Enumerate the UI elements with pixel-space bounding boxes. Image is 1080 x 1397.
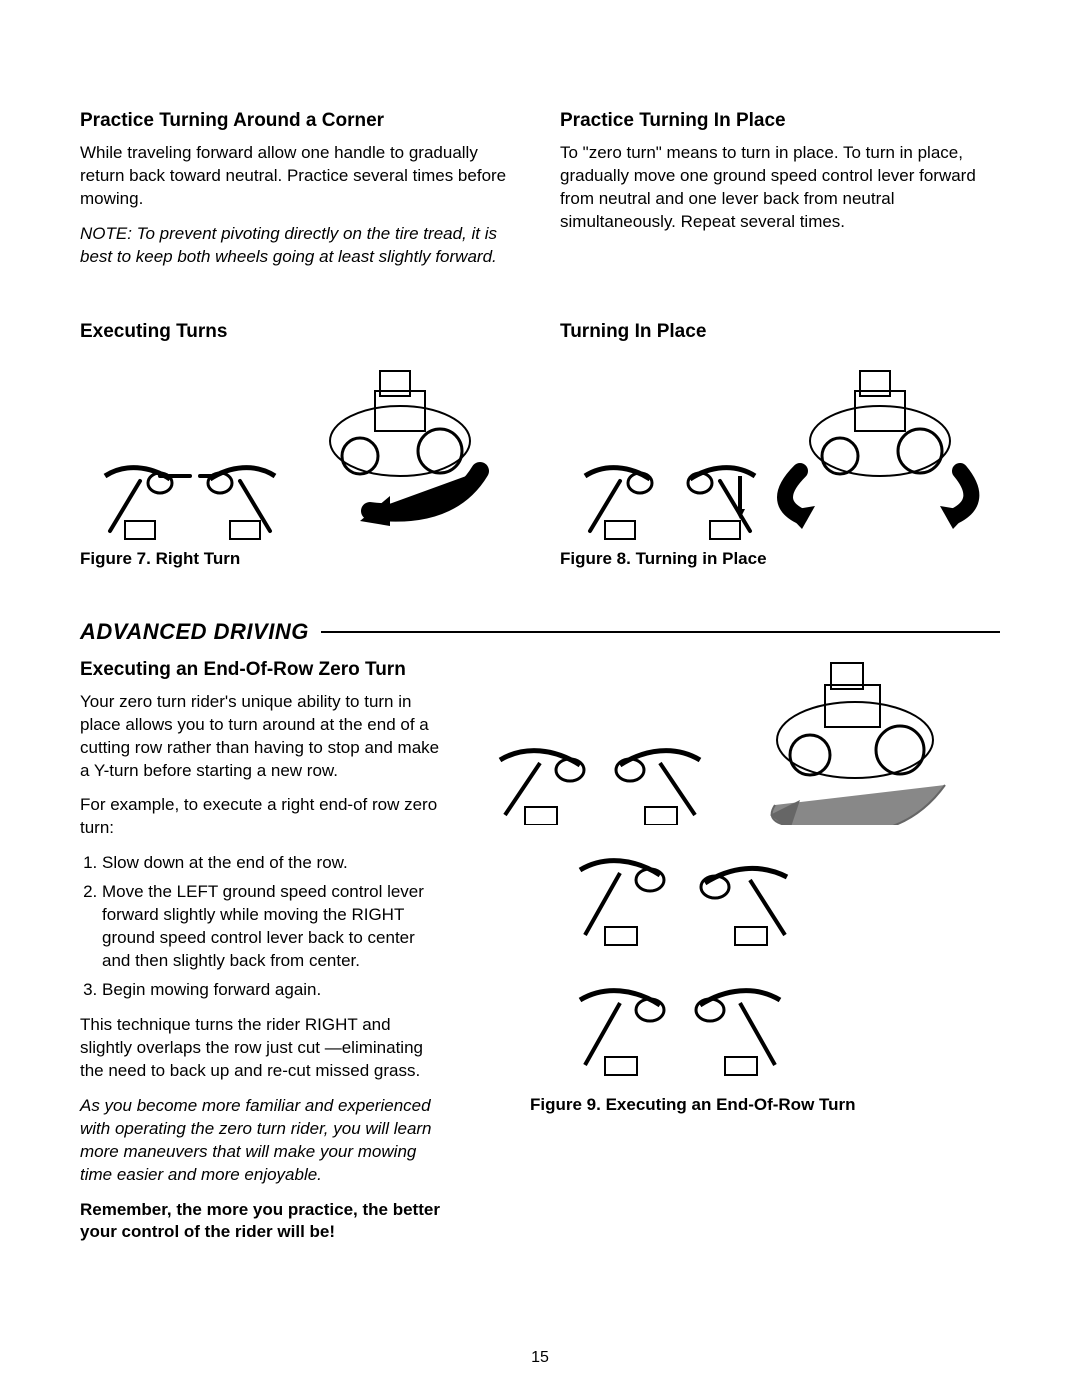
para-corner-1: While traveling forward allow one handle…: [80, 142, 520, 211]
fig9-step1: [470, 655, 1000, 825]
heading-corner: Practice Turning Around a Corner: [80, 110, 520, 132]
fig8-heading: Turning In Place: [560, 321, 1000, 343]
heading-inplace: Practice Turning In Place: [560, 110, 1000, 132]
fig7-heading: Executing Turns: [80, 321, 520, 343]
right-col: Practice Turning In Place To "zero turn"…: [560, 110, 1000, 281]
step-3: Begin mowing forward again.: [102, 979, 440, 1002]
fig8-image: [560, 351, 1000, 541]
adv-para3: This technique turns the rider RIGHT and…: [80, 1014, 440, 1083]
top-columns: Practice Turning Around a Corner While t…: [80, 110, 1000, 281]
manual-page: Practice Turning Around a Corner While t…: [0, 0, 1080, 1284]
note-corner: NOTE: To prevent pivoting directly on th…: [80, 223, 520, 269]
advanced-text-col: Executing an End-Of-Row Zero Turn Your z…: [80, 655, 440, 1245]
section-rule: [321, 631, 1000, 633]
fig8-block: Turning In Place: [560, 321, 1000, 569]
fig9-step3: [470, 955, 1000, 1085]
fig9-caption: Figure 9. Executing an End-Of-Row Turn: [470, 1095, 856, 1115]
para-inplace-1: To "zero turn" means to turn in place. T…: [560, 142, 1000, 234]
fig8-caption: Figure 8. Turning in Place: [560, 549, 1000, 569]
mower-right-turn-icon: [80, 351, 520, 541]
fig7-block: Executing Turns: [80, 321, 520, 569]
fig7-image: [80, 351, 520, 541]
end-of-row-step2-icon: [470, 825, 1000, 955]
page-number: 15: [0, 1349, 1080, 1367]
advanced-layout: Executing an End-Of-Row Zero Turn Your z…: [80, 655, 1000, 1245]
left-col: Practice Turning Around a Corner While t…: [80, 110, 520, 281]
end-of-row-step1-icon: [470, 655, 1000, 825]
fig9-step2: [470, 825, 1000, 955]
adv-heading: Executing an End-Of-Row Zero Turn: [80, 659, 440, 681]
adv-steps: Slow down at the end of the row. Move th…: [80, 852, 440, 1002]
adv-para1: Your zero turn rider's unique ability to…: [80, 691, 440, 783]
advanced-title: ADVANCED DRIVING: [80, 619, 309, 645]
advanced-fig-col: Figure 9. Executing an End-Of-Row Turn: [470, 655, 1000, 1245]
adv-para5: Remember, the more you practice, the bet…: [80, 1199, 440, 1245]
end-of-row-step3-icon: [470, 955, 1000, 1085]
mower-turn-in-place-icon: [560, 351, 1000, 541]
step-1: Slow down at the end of the row.: [102, 852, 440, 875]
adv-para4: As you become more familiar and experien…: [80, 1095, 440, 1187]
step-2: Move the LEFT ground speed control lever…: [102, 881, 440, 973]
figure-row: Executing Turns: [80, 321, 1000, 569]
fig7-caption: Figure 7. Right Turn: [80, 549, 520, 569]
adv-para2: For example, to execute a right end-of r…: [80, 794, 440, 840]
advanced-section-header: ADVANCED DRIVING: [80, 619, 1000, 645]
